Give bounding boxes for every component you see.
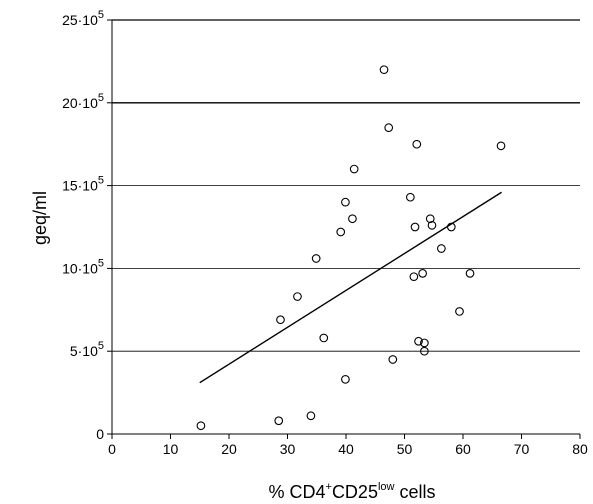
data-point bbox=[336, 227, 346, 237]
axes bbox=[111, 20, 580, 435]
x-tick-label: 10 bbox=[163, 441, 179, 457]
data-point bbox=[348, 214, 357, 224]
x-tick-label: 50 bbox=[397, 441, 413, 457]
data-point bbox=[293, 292, 302, 301]
data-point bbox=[349, 164, 359, 174]
data-point bbox=[341, 197, 350, 207]
data-point bbox=[406, 192, 415, 202]
data-point bbox=[427, 220, 437, 230]
x-axis-title-part-1: % CD4 bbox=[268, 482, 325, 502]
y-axis-title: geq/ml bbox=[30, 191, 50, 245]
data-point bbox=[276, 315, 285, 325]
gridlines bbox=[112, 19, 580, 352]
data-point bbox=[410, 222, 420, 232]
data-point bbox=[465, 269, 475, 278]
regression-line bbox=[199, 191, 502, 384]
data-points bbox=[196, 65, 506, 431]
x-tick-label: 60 bbox=[455, 441, 471, 457]
trendline-group bbox=[199, 191, 502, 384]
data-point bbox=[379, 65, 389, 75]
y-tick-label: 20·105 bbox=[62, 92, 104, 111]
data-point bbox=[420, 346, 429, 356]
y-tick-label: 25·105 bbox=[62, 9, 104, 28]
x-axis-title-sup-low: low bbox=[378, 481, 395, 493]
data-point bbox=[455, 307, 464, 316]
x-axis-title: % CD4+CD25low cells bbox=[268, 481, 435, 502]
x-axis-title-part-2: CD25 bbox=[332, 482, 378, 502]
y-tick-label: 5·105 bbox=[70, 340, 104, 359]
x-axis-title-sup-plus: + bbox=[326, 481, 332, 493]
x-tick-label: 0 bbox=[108, 441, 116, 457]
data-point bbox=[384, 123, 394, 132]
data-point bbox=[196, 421, 206, 431]
x-tick-label: 80 bbox=[572, 441, 588, 457]
data-point bbox=[446, 222, 456, 232]
data-point bbox=[420, 338, 429, 348]
data-point bbox=[437, 244, 446, 253]
y-tick-label: 10·105 bbox=[62, 257, 104, 276]
x-tick-label: 20 bbox=[221, 441, 237, 457]
x-tick-label: 30 bbox=[280, 441, 296, 457]
data-point bbox=[311, 254, 321, 263]
x-tick-labels: 0 10 20 30 40 50 60 70 80 bbox=[108, 434, 588, 457]
data-point bbox=[425, 214, 435, 224]
data-point bbox=[319, 333, 329, 343]
data-point bbox=[496, 141, 506, 151]
y-tick-label: 15·105 bbox=[62, 175, 104, 194]
x-tick-label: 40 bbox=[338, 441, 354, 457]
data-point bbox=[341, 375, 350, 384]
y-tick-label: 0 bbox=[96, 426, 104, 442]
data-point bbox=[388, 355, 398, 364]
data-point bbox=[306, 411, 316, 421]
data-point bbox=[409, 272, 419, 282]
data-point bbox=[274, 416, 284, 426]
x-tick-label: 70 bbox=[514, 441, 530, 457]
data-point bbox=[414, 336, 423, 346]
data-point bbox=[418, 269, 427, 278]
data-point bbox=[412, 139, 422, 149]
y-tick-labels: 0 5·105 10·105 15·105 20·105 25·105 bbox=[62, 9, 112, 442]
x-axis-title-part-3: cells bbox=[394, 482, 435, 502]
